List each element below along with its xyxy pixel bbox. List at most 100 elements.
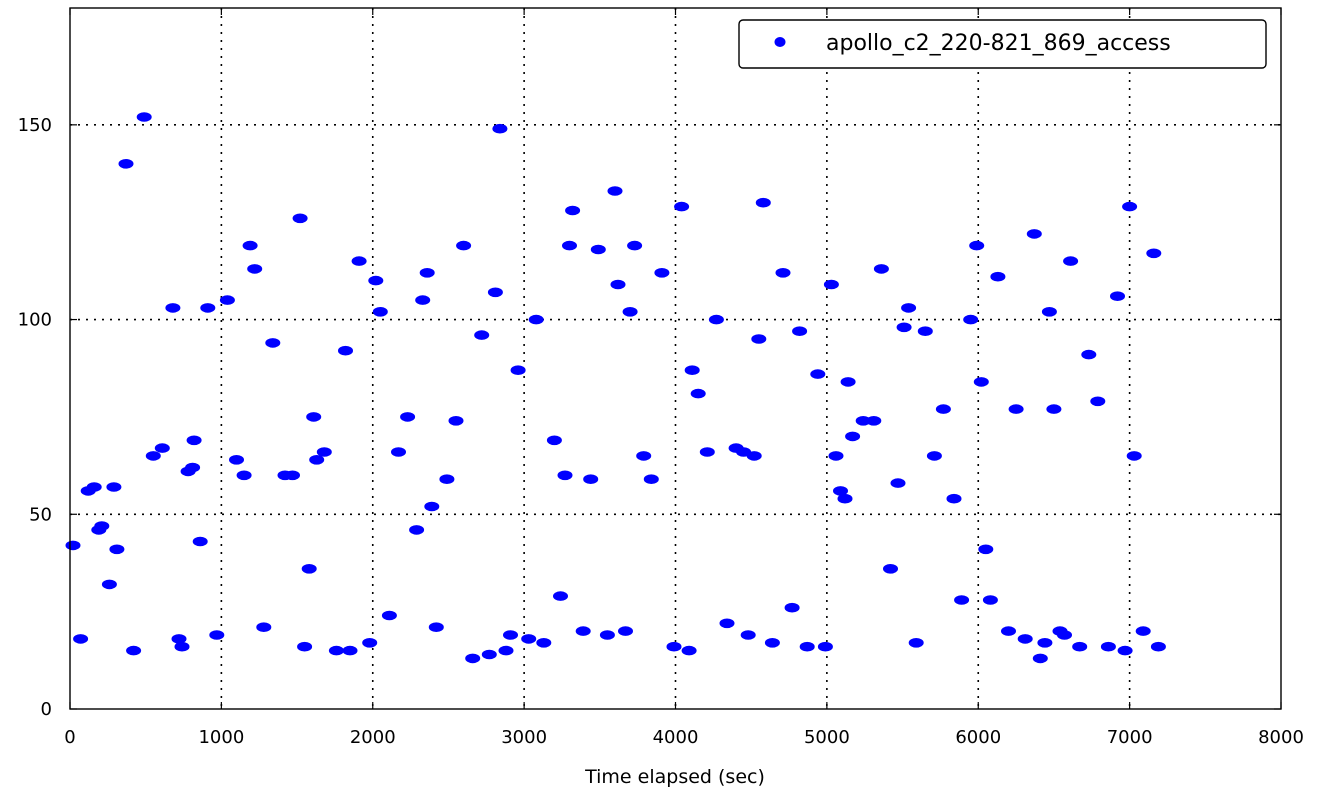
data-point: [474, 330, 490, 340]
data-point: [285, 470, 300, 481]
data-point: [186, 435, 202, 446]
y-axis-ticks: 0 50 100 150: [18, 115, 1281, 720]
data-point: [817, 641, 833, 652]
x-tick-label: 6000: [955, 727, 1001, 748]
data-point: [1072, 641, 1088, 652]
x-tick-label: 4000: [653, 727, 699, 748]
x-gridlines: [220, 8, 1131, 709]
data-point: [109, 544, 125, 555]
data-point: [873, 264, 889, 274]
data-point: [1150, 641, 1166, 652]
data-points: [65, 42, 1166, 664]
data-point: [553, 591, 568, 601]
data-point: [565, 205, 581, 216]
data-point: [973, 377, 989, 387]
data-point: [503, 630, 518, 640]
data-point: [982, 595, 998, 605]
data-point: [1081, 349, 1097, 360]
x-tick-label: 1000: [198, 727, 244, 748]
data-point: [990, 271, 1006, 282]
data-point: [391, 447, 406, 457]
data-point: [368, 275, 384, 286]
data-point: [229, 455, 244, 465]
data-point: [200, 303, 216, 313]
data-point: [1001, 626, 1016, 636]
data-point: [562, 240, 577, 251]
data-point: [627, 240, 643, 251]
data-point: [583, 474, 599, 485]
data-point: [487, 287, 503, 298]
data-point: [409, 525, 425, 535]
data-point: [309, 455, 325, 465]
data-point: [866, 416, 882, 426]
data-point: [654, 268, 670, 278]
data-point: [845, 431, 861, 442]
y-tick-label: 100: [18, 310, 52, 331]
x-axis-ticks: 0 1000 2000 3000 4000 5000 6000 7000 8000: [64, 8, 1304, 748]
data-point: [823, 279, 839, 290]
data-point: [643, 474, 659, 485]
data-point: [1032, 653, 1048, 664]
data-point: [219, 295, 235, 305]
data-point: [1037, 638, 1053, 648]
legend-box: [738, 19, 1267, 69]
data-point: [1126, 451, 1142, 461]
legend-marker: [774, 37, 786, 47]
data-point: [165, 303, 181, 313]
data-point: [247, 264, 263, 274]
data-point: [666, 641, 682, 652]
data-point: [636, 451, 652, 461]
x-tick-label: 2000: [350, 727, 396, 748]
legend: apollo_c2_220-821_869_access: [738, 19, 1267, 69]
data-point: [917, 326, 933, 337]
data-point: [1063, 256, 1079, 266]
data-point: [362, 638, 378, 648]
data-point: [784, 602, 800, 613]
data-point: [456, 240, 472, 251]
data-point: [935, 404, 951, 414]
data-point: [521, 634, 537, 644]
data-point: [106, 482, 122, 492]
data-point: [1008, 404, 1024, 414]
data-point: [1017, 634, 1033, 644]
data-point: [946, 493, 962, 504]
data-point: [833, 486, 848, 496]
data-point: [828, 451, 844, 461]
x-tick-label: 3000: [501, 727, 547, 748]
y-tick-label: 50: [29, 504, 52, 525]
data-point: [751, 334, 767, 344]
data-point: [855, 416, 871, 426]
data-point: [775, 268, 791, 278]
data-point: [1135, 626, 1151, 636]
legend-label: apollo_c2_220-821_869_access: [826, 31, 1171, 56]
data-point: [372, 307, 388, 317]
data-point: [546, 435, 562, 446]
data-point: [118, 159, 134, 169]
data-point: [883, 564, 898, 574]
data-point: [926, 451, 942, 461]
data-point: [242, 240, 258, 251]
data-point: [610, 279, 626, 290]
data-point: [528, 314, 544, 325]
data-point: [301, 564, 317, 574]
data-point: [73, 634, 89, 644]
data-point: [575, 626, 591, 636]
data-point: [969, 240, 985, 251]
data-point: [419, 268, 435, 278]
data-point: [174, 641, 190, 652]
data-point: [1110, 291, 1125, 302]
data-point: [681, 645, 697, 656]
data-point: [1046, 404, 1062, 414]
data-point: [764, 638, 780, 648]
x-tick-label: 0: [64, 727, 75, 748]
data-point: [126, 645, 142, 656]
data-point: [297, 641, 313, 652]
data-point: [381, 610, 397, 621]
data-point: [792, 326, 808, 337]
data-point: [622, 307, 638, 317]
data-point: [428, 622, 444, 632]
data-point: [65, 540, 81, 551]
data-point: [1122, 201, 1138, 212]
data-point: [424, 501, 440, 512]
data-point: [306, 412, 322, 422]
